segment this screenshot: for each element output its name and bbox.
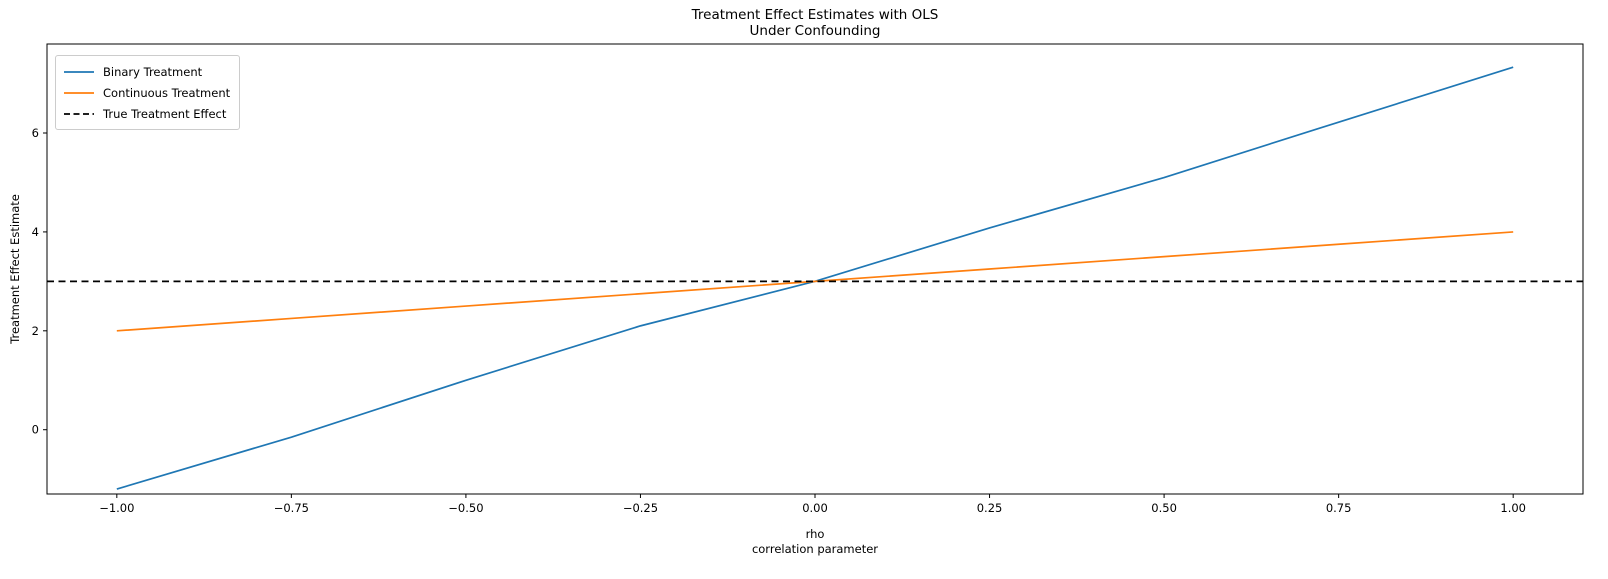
x-tick-label: 0.75 <box>1326 501 1352 515</box>
series-line-binary-treatment <box>116 66 1514 490</box>
y-tick-label: 4 <box>32 225 39 239</box>
y-axis-label: Treatment Effect Estimate <box>8 194 22 344</box>
dashed-line-sample-icon <box>64 112 94 115</box>
x-tick-label: 0.50 <box>1151 501 1177 515</box>
line-sample-icon <box>64 91 94 94</box>
x-axis-label-line-1: rho <box>805 527 825 541</box>
x-axis-label: rho correlation parameter <box>47 527 1583 557</box>
legend-label: Binary Treatment <box>103 64 203 79</box>
x-tick-label: −0.50 <box>448 501 483 515</box>
y-tick-label: 0 <box>32 423 39 437</box>
y-tick-label: 6 <box>32 126 39 140</box>
x-tick-label: −0.25 <box>623 501 658 515</box>
legend-label: True Treatment Effect <box>103 106 227 121</box>
x-tick-label: 0.00 <box>802 501 828 515</box>
x-axis-label-line-2: correlation parameter <box>751 542 879 556</box>
x-tick-label: −1.00 <box>99 501 134 515</box>
y-tick-label: 2 <box>32 324 39 338</box>
x-tick-label: −0.75 <box>274 501 309 515</box>
x-tick-label: 1.00 <box>1500 501 1526 515</box>
legend-item-binary-treatment: Binary Treatment <box>64 61 230 82</box>
chart-title-line-1: Treatment Effect Estimates with OLS <box>691 7 939 23</box>
line-sample-icon <box>64 70 94 73</box>
plot-border <box>46 43 1584 495</box>
legend-item-continuous-treatment: Continuous Treatment <box>64 82 230 103</box>
chart-title-line-2: Under Confounding <box>749 23 881 39</box>
chart-title: Treatment Effect Estimates with OLS Unde… <box>47 7 1583 39</box>
x-tick-label: 0.25 <box>977 501 1003 515</box>
legend: Binary Treatment Continuous Treatment Tr… <box>55 55 241 130</box>
legend-label: Continuous Treatment <box>103 85 231 100</box>
series-line-continuous-treatment <box>116 231 1514 332</box>
legend-item-true-treatment-effect: True Treatment Effect <box>64 103 230 124</box>
